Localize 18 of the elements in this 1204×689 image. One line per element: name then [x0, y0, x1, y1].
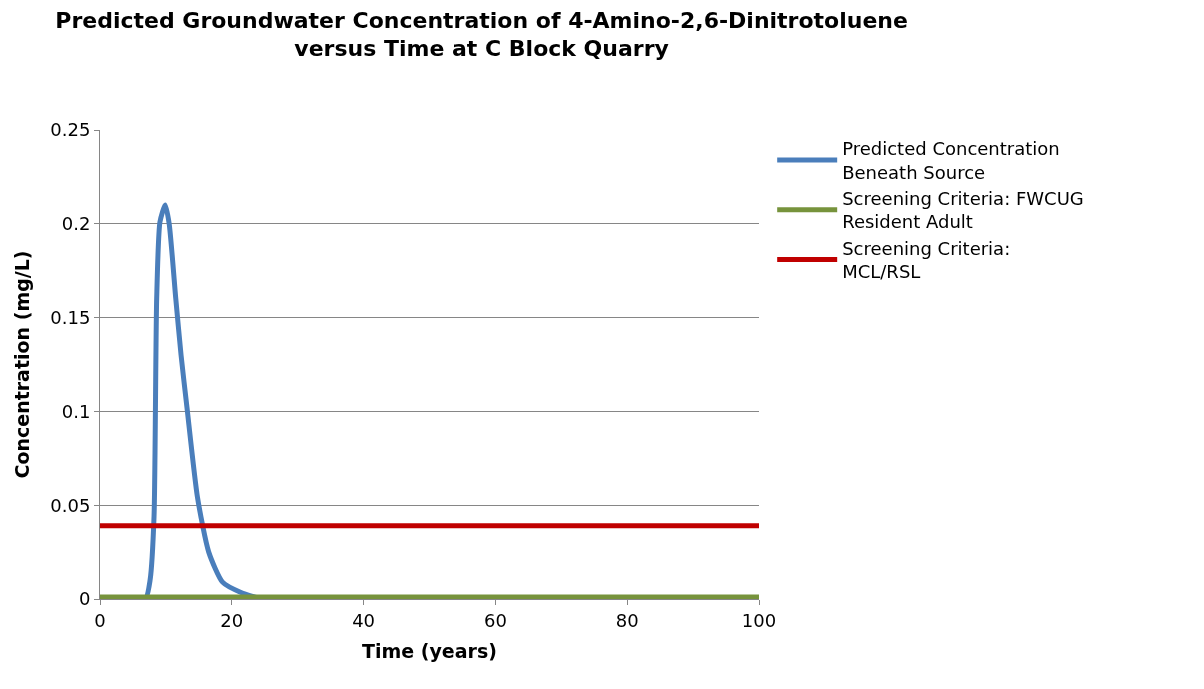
- y-tick-label: 0.25: [50, 119, 91, 141]
- legend-label: Screening Criteria: FWCUG Resident Adult: [842, 188, 1084, 233]
- x-tick-label: 60: [483, 609, 507, 631]
- y-tick-label: 0.1: [61, 400, 91, 422]
- chart-title: Predicted Groundwater Concentration of 4-Amino-2,6-Dinitrotoluene versus Time at C Block Quarry: [55, 7, 908, 62]
- y-tick-label: 0.15: [50, 306, 91, 328]
- y-tick-label: 0: [78, 588, 91, 610]
- x-tick-label: 0: [94, 609, 106, 631]
- x-tick-label: 100: [741, 609, 777, 631]
- y-axis-title: Concentration (mg/L): [11, 250, 34, 479]
- x-axis-title: Time (years): [362, 640, 497, 663]
- x-tick-label: 20: [220, 609, 244, 631]
- y-tick-label: 0.2: [61, 213, 91, 235]
- y-tick-label: 0.05: [50, 494, 91, 516]
- x-tick-label: 80: [615, 609, 639, 631]
- legend-label: Predicted Concentration Beneath Source: [842, 138, 1060, 183]
- legend-label: Screening Criteria: MCL/RSL: [842, 237, 1011, 283]
- x-tick-label: 40: [352, 609, 376, 631]
